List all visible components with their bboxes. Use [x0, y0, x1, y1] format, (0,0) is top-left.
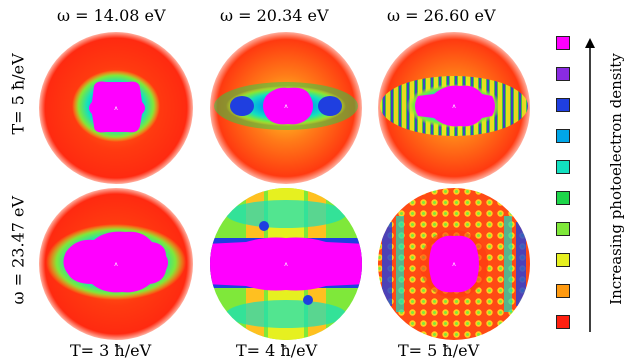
panel-top-left: ʌ	[36, 30, 196, 186]
column-label-2: ω = 20.34 eV	[220, 6, 329, 25]
colorbar-swatch	[556, 129, 570, 143]
svg-text:ʌ: ʌ	[284, 261, 288, 268]
panel-top-middle: ʌ	[206, 30, 366, 186]
bottom-label-2: T= 4 ħ/eV	[236, 341, 318, 360]
svg-text:ʌ: ʌ	[114, 105, 118, 112]
column-label-3: ω = 26.60 eV	[387, 6, 496, 25]
bottom-label-3: T= 5 ħ/eV	[398, 341, 480, 360]
svg-text:ʌ: ʌ	[452, 103, 456, 110]
panel-bottom-left: ʌ	[36, 186, 196, 342]
svg-text:ʌ: ʌ	[114, 261, 118, 268]
arrow-icon	[585, 38, 595, 332]
row-label-bottom: ω = 23.47 eV	[8, 195, 28, 305]
colorbar-swatch	[556, 315, 570, 329]
panel-bottom-middle: ʌ	[206, 186, 366, 342]
column-label-1: ω = 14.08 eV	[57, 6, 166, 25]
colorbar-swatch	[556, 253, 570, 267]
colorbar-label: Increasing photoelectron density	[607, 53, 625, 305]
colorbar-swatch	[556, 67, 570, 81]
colorbar-swatch	[556, 98, 570, 112]
colorbar-swatch	[556, 160, 570, 174]
svg-text:ʌ: ʌ	[452, 261, 456, 268]
colorbar-swatch	[556, 191, 570, 205]
panel-bottom-right: ʌ	[374, 186, 534, 342]
bottom-label-1: T= 3 ħ/eV	[70, 341, 152, 360]
colorbar-swatch	[556, 222, 570, 236]
colorbar-swatch	[556, 36, 570, 50]
colorbar-swatch	[556, 284, 570, 298]
panel-top-right: ʌ	[374, 30, 534, 186]
svg-text:ʌ: ʌ	[284, 103, 288, 110]
row-label-top: T= 5 ħ/eV	[8, 53, 28, 135]
